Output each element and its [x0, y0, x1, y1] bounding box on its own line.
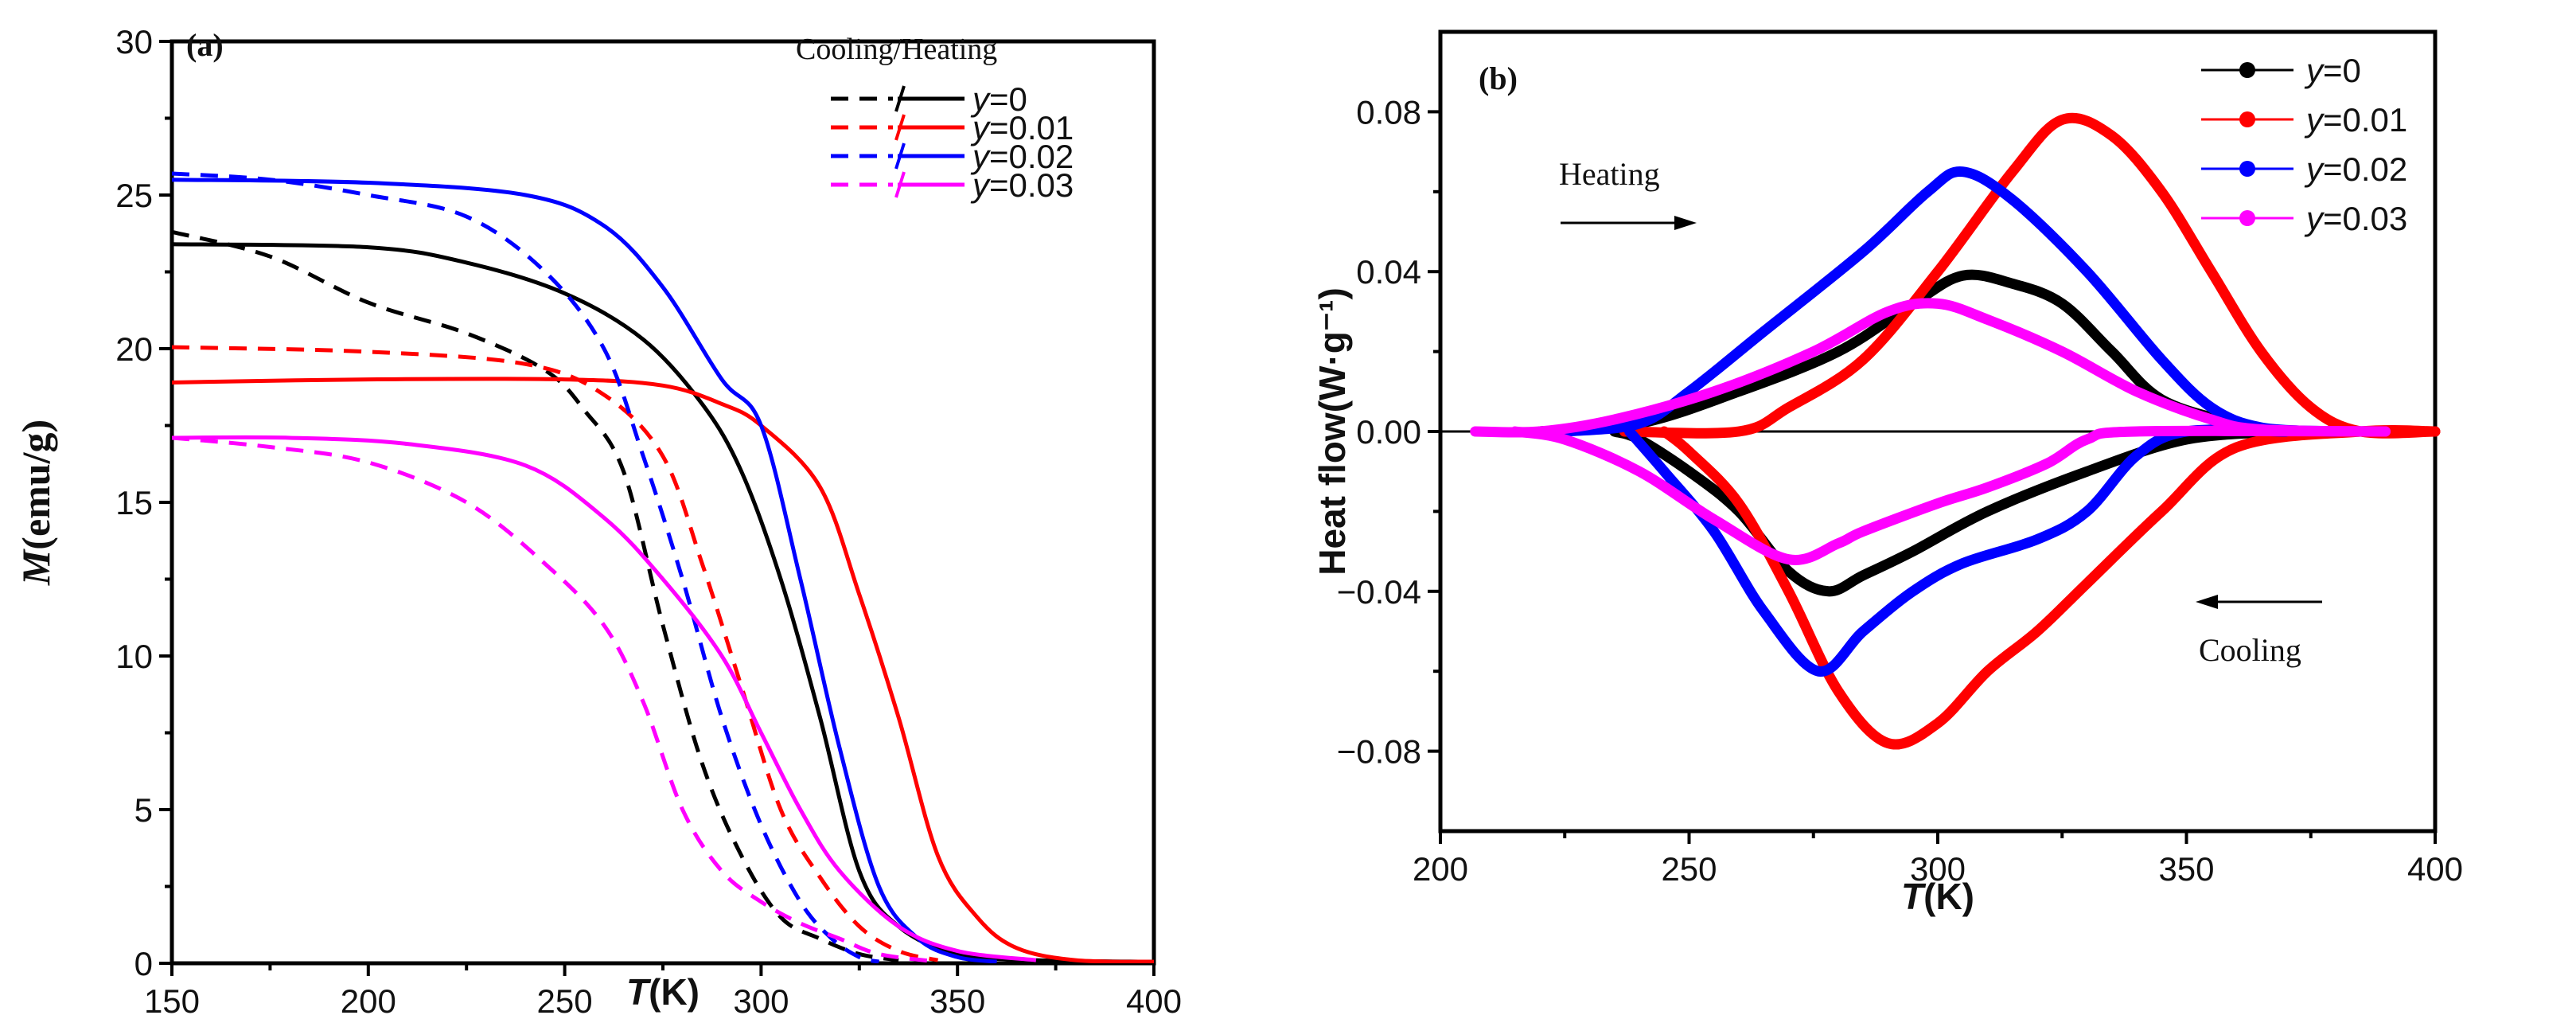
x-tick-label: 250: [537, 982, 593, 1019]
legend-var: y: [2304, 150, 2325, 188]
legend-val: =0: [2323, 52, 2361, 89]
cooling-arrow-icon: [2196, 595, 2218, 609]
legend-marker-y=0.03: [2239, 210, 2255, 226]
legend-label-y=0.03: y=0.03: [2304, 200, 2407, 237]
y-tick-label: 0.04: [1356, 253, 1421, 291]
legend-var: y: [2304, 101, 2325, 139]
y-tick-label: 20: [115, 330, 153, 368]
x-tick-label: 250: [1661, 850, 1717, 888]
legend-var: y: [970, 138, 992, 175]
y-tick-label: 10: [115, 638, 153, 675]
x-axis-title: T(K): [626, 971, 700, 1013]
y-tick-label: 15: [115, 484, 153, 521]
y-tick-label: 30: [115, 23, 153, 61]
legend-val: =0.01: [989, 109, 1074, 146]
y-tick-label: 5: [134, 791, 153, 829]
heating-curve-y=0.03: [172, 435, 1037, 962]
heating-curve-y=0.01: [172, 377, 1154, 963]
legend-val: =0.02: [989, 138, 1074, 175]
heating-curve-y=0: [172, 242, 1154, 963]
y-tick-label: 25: [115, 177, 153, 214]
x-tick-label: 300: [1910, 850, 1966, 888]
legend-marker-y=0: [2239, 62, 2255, 78]
heating-curve-y=0.03: [1470, 298, 2391, 438]
y-tick-label: 0: [134, 945, 153, 982]
legend-marker-y=0.02: [2239, 161, 2255, 177]
legend-val: =0.03: [2323, 200, 2407, 237]
x-tick-label: 350: [929, 982, 985, 1019]
legend-label-y=0.03: y=0.03: [970, 166, 1074, 204]
legend-val: =0: [989, 80, 1027, 118]
heating-curve-y=0.02: [1559, 166, 2341, 437]
heating-curve-y=0.02: [172, 178, 997, 963]
legend-title: Cooling/Heating: [796, 33, 997, 66]
legend-marker-y=0.01: [2239, 111, 2255, 127]
legend-label-y=0.02: y=0.02: [970, 138, 1074, 175]
panel-a-magnetization-chart: 150 200 250 300 350 400 0 5 10 15 20 25 30 (a) Cooling…: [14, 23, 1182, 1019]
x-tick-label: 300: [733, 982, 789, 1019]
cooling-annotation: Cooling: [2199, 632, 2301, 668]
legend-label-y=0.02: y=0.02: [2304, 150, 2407, 188]
y-tick-label: 0.08: [1356, 93, 1421, 131]
legend-var: y: [970, 80, 992, 118]
cooling-curve-y=0.01: [1658, 425, 2441, 750]
legend-label-y=0.01: y=0.01: [2304, 101, 2407, 139]
cooling-curve-y=0.03: [1510, 425, 2391, 565]
legend: y=0y=0.01y=0.02y=0.03: [2201, 52, 2407, 237]
y-axis-var: M: [14, 549, 58, 586]
x-tick-label: 350: [2158, 850, 2214, 888]
x-tick-label: 150: [144, 982, 200, 1019]
cooling-curve-y=0.01: [172, 345, 939, 962]
x-tick-label: 400: [2407, 850, 2463, 888]
legend-var: y: [2304, 200, 2325, 237]
heating-curve-y=0.01: [1619, 112, 2441, 439]
legend-label-y=0.01: y=0.01: [970, 109, 1074, 146]
data-lines: [172, 171, 1154, 963]
y-tick-label: 0.00: [1356, 413, 1421, 451]
y-tick-label: −0.04: [1337, 573, 1421, 611]
legend-var: y: [970, 166, 992, 204]
legend-val: =0.03: [989, 166, 1074, 204]
legend-label-y=0: y=0: [2304, 52, 2361, 89]
x-axis-unit: (K): [1923, 876, 1974, 917]
panel-label: (b): [1479, 61, 1518, 96]
y-axis-title: M(emu/g): [14, 420, 58, 586]
cooling-curve-y=0: [172, 229, 899, 962]
panel-label: (a): [186, 27, 224, 63]
x-axis-title: T(K): [1901, 876, 1974, 917]
cooling-curve-y=0.02: [172, 171, 880, 963]
legend-val: =0.02: [2323, 150, 2407, 188]
legend-var: y: [970, 109, 992, 146]
data-lines: [1470, 112, 2441, 750]
heating-arrow-icon: [1674, 216, 1697, 230]
x-tick-label: 200: [341, 982, 396, 1019]
x-axis-unit: (K): [649, 971, 700, 1013]
panel-b-heat-flow-chart: 200 250 300 350 400 −0.08 −0.04 0.00 0.04 0.08 (b)…: [1311, 29, 2463, 917]
cooling-curve-y=0.03: [172, 435, 938, 963]
y-tick-label: −0.08: [1337, 733, 1421, 771]
heating-annotation: Heating: [1559, 156, 1660, 192]
y-axis-title: Heat flow(W·g⁻¹): [1311, 287, 1353, 576]
x-axis-var: T: [626, 971, 652, 1013]
legend-label-y=0: y=0: [970, 80, 1027, 118]
x-axis-var: T: [1901, 876, 1927, 917]
legend-val: =0.01: [2323, 101, 2407, 139]
x-tick-label: 200: [1413, 850, 1468, 888]
legend-var: y: [2304, 52, 2325, 89]
x-tick-label: 400: [1126, 982, 1182, 1019]
y-axis-unit: (emu/g): [14, 420, 58, 550]
cooling-curve-y=0.02: [1624, 424, 2291, 677]
